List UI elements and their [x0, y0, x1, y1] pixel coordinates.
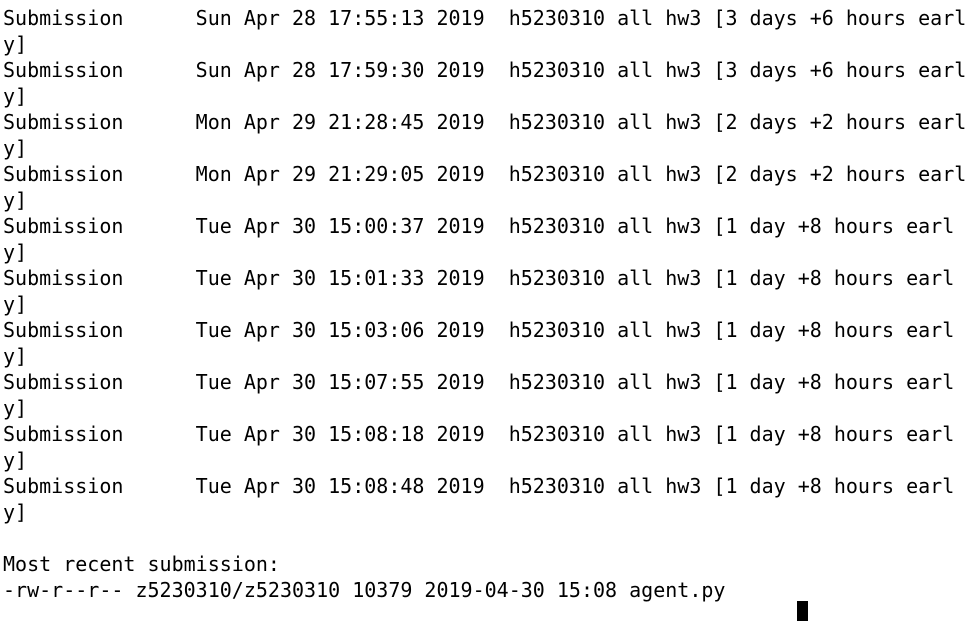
blank-line	[3, 525, 966, 551]
screen: Submission Sun Apr 28 17:55:13 2019 h523…	[3, 5, 967, 621]
recent-heading: Most recent submission:	[3, 552, 280, 576]
cursor	[797, 601, 808, 621]
submission-line: Submission Sun Apr 28 17:59:30 2019 h523…	[3, 58, 967, 108]
submission-list: Submission Sun Apr 28 17:55:13 2019 h523…	[3, 5, 966, 525]
submission-line: Submission Tue Apr 30 15:01:33 2019 h523…	[3, 266, 955, 316]
terminal-output: Submission Sun Apr 28 17:55:13 2019 h523…	[3, 5, 966, 603]
submission-line: Submission Tue Apr 30 15:00:37 2019 h523…	[3, 214, 955, 264]
submission-line: Submission Mon Apr 29 21:28:45 2019 h523…	[3, 110, 967, 160]
submission-line: Submission Tue Apr 30 15:08:48 2019 h523…	[3, 474, 955, 524]
submission-line: Submission Tue Apr 30 15:08:18 2019 h523…	[3, 422, 955, 472]
submission-line: Submission Tue Apr 30 15:03:06 2019 h523…	[3, 318, 955, 368]
submission-line: Submission Mon Apr 29 21:29:05 2019 h523…	[3, 162, 967, 212]
submission-line: Submission Sun Apr 28 17:55:13 2019 h523…	[3, 6, 967, 56]
submission-line: Submission Tue Apr 30 15:07:55 2019 h523…	[3, 370, 955, 420]
recent-file: -rw-r--r-- z5230310/z5230310 10379 2019-…	[3, 578, 726, 602]
